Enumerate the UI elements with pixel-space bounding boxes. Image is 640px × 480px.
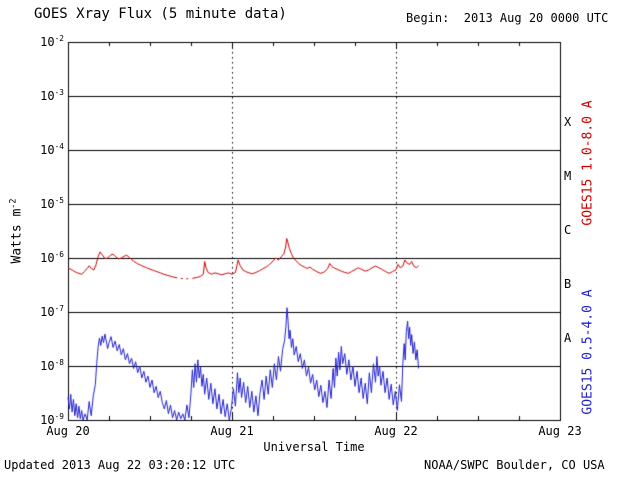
flare-class-label: B [564,277,572,291]
legend-long-label: GOES15 1.0-8.0 A [580,100,596,226]
y-tick-label: 10-9 [40,412,64,427]
x-tick-label: Aug 21 [210,424,254,438]
page-title: GOES Xray Flux (5 minute data) [34,6,287,22]
flare-class-label: M [564,169,572,183]
updated-timestamp: Updated 2013 Aug 22 03:20:12 UTC [4,458,236,472]
y-tick-label: 10-2 [40,34,64,49]
y-tick-label: 10-3 [40,88,64,103]
flare-class-label: A [564,331,572,345]
y-tick-label: 10-4 [40,142,64,157]
flare-class-label: X [564,115,572,129]
y-tick-label: 10-8 [40,358,64,373]
y-axis-title: Watts m-2 [7,198,25,264]
flare-class-label: C [564,223,572,237]
x-tick-label: Aug 22 [374,424,418,438]
y-tick-label: 10-5 [40,196,64,211]
y-tick-label: 10-6 [40,250,64,265]
source-attribution: NOAA/SWPC Boulder, CO USA [424,458,605,472]
x-tick-label: Aug 23 [538,424,582,438]
y-tick-label: 10-7 [40,304,64,319]
legend-short-label: GOES15 0.5-4.0 A [580,289,596,415]
x-axis-title: Universal Time [263,440,365,454]
x-tick-label: Aug 20 [46,424,90,438]
begin-time-label: Begin: 2013 Aug 20 0000 UTC [406,11,609,25]
